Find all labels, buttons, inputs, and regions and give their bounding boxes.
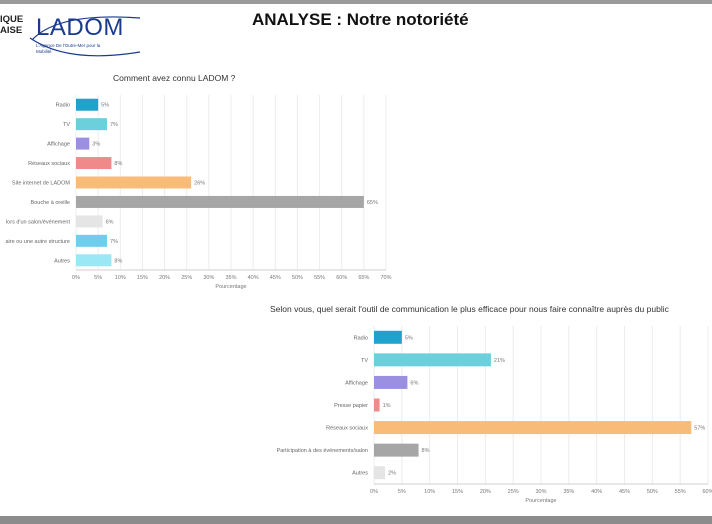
chart1-tick-label: 5% [94,275,102,281]
chart1-tick-label: 25% [181,275,192,281]
chart1-bar [76,137,90,150]
chart1-tick-label: 0% [72,275,80,281]
chart1-category-label: Site internet de LADOM [12,181,71,187]
bottom-frame-bar [0,516,712,524]
chart2-tick-label: 10% [424,489,435,495]
logo-sub-text: L'Agence De l'Outre-Mer pour la Mobilité [36,43,101,54]
chart2-tick-label: 45% [619,489,630,495]
corner-text: IQUE AISE [0,14,23,36]
chart1-category-label: TV [63,122,70,128]
chart1-category-label: Réseaux sociaux [28,161,70,167]
chart2-title: Selon vous, quel serait l'outil de commu… [270,304,669,314]
chart2-tick-label: 0% [370,489,378,495]
chart2-category-label: Réseaux sociaux [326,426,368,432]
chart1-bar [76,195,364,208]
chart1-value-label: 5% [101,103,109,109]
chart1-x-axis-title: Pourcentage [215,284,246,290]
chart2-value-label: 6% [410,380,418,386]
chart2-bar [374,421,692,435]
chart2-bar [374,398,380,412]
chart2-tick-label: 35% [563,489,574,495]
chart1-category-label: aire ou une autre structure [5,239,70,245]
chart1-tick-label: 60% [336,275,347,281]
chart1-title: Comment avez connu LADOM ? [113,73,236,83]
chart2-tick-label: 20% [480,489,491,495]
chart1-value-label: 6% [106,219,114,225]
page-title: ANALYSE : Notre notoriété [252,10,469,29]
chart2-value-label: 21% [494,358,505,364]
chart2-tick-label: 25% [508,489,519,495]
chart1-tick-label: 70% [380,275,391,281]
chart2-tick-label: 60% [702,489,712,495]
chart1-tick-label: 15% [137,275,148,281]
chart1-tick-label: 30% [203,275,214,281]
chart1-value-label: 8% [114,161,122,167]
chart2-category-label: Autres [352,471,368,477]
logo-main-text: LADOM [36,14,124,41]
chart2-value-label: 1% [383,403,391,409]
chart2-value-label: 2% [388,471,396,477]
chart2-category-label: Affichage [345,380,368,386]
chart2-bar [374,443,419,457]
chart1-category-label: Bouche à oreille [31,200,70,206]
chart2-tick-label: 5% [398,489,406,495]
corner-text-line1: IQUE [0,14,24,25]
chart1-bar [76,118,107,131]
chart2-category-label: Radio [354,335,368,341]
chart2-bar [374,353,491,367]
chart1-bar [76,215,103,228]
chart2-tick-label: 30% [535,489,546,495]
chart1-tick-label: 40% [248,275,259,281]
chart1-tick-label: 65% [358,275,369,281]
chart1-bar [76,98,99,111]
chart1-tick-label: 45% [270,275,281,281]
chart1-tick-label: 20% [159,275,170,281]
chart2-tick-label: 40% [591,489,602,495]
chart1-value-label: 7% [110,122,118,128]
chart2-bar [374,466,386,480]
chart2-tick-label: 50% [647,489,658,495]
chart1-category-label: Affichage [47,142,70,148]
chart1-bar [76,234,107,247]
chart1-bar [76,254,112,267]
chart1-value-label: 26% [194,181,205,187]
chart1-category-label: Radio [56,103,70,109]
chart2-category-label: TV [361,358,368,364]
top-frame-bar [0,0,712,4]
chart1-value-label: 7% [110,239,118,245]
chart1-tick-label: 35% [225,275,236,281]
chart2-value-label: 8% [422,448,430,454]
chart1-tick-label: 55% [314,275,325,281]
chart2-tick-label: 15% [452,489,463,495]
chart2-bar [374,375,408,389]
ladom-logo: LADOM L'Agence De l'Outre-Mer pour la Mo… [28,8,148,62]
chart1-value-label: 3% [92,142,100,148]
chart1-category-label: Autres [54,258,70,264]
chart2-tick-label: 55% [675,489,686,495]
chart1-bar [76,176,192,189]
chart1-category-label: lors d'un salon/événement [6,219,71,225]
chart2-category-label: Participation à des événements/salon [277,448,368,454]
chart2-bar [374,330,402,344]
chart2-x-axis-title: Pourcentage [525,498,556,504]
chart2-value-label: 57% [694,426,705,432]
logo-arc-icon [29,16,141,57]
chart1-tick-label: 10% [115,275,126,281]
corner-text-line2: AISE [0,25,23,36]
chart2-value-label: 5% [405,335,413,341]
chart1-bar [76,157,112,170]
chart1-tick-label: 50% [292,275,303,281]
chart2-category-label: Presse papier [334,403,368,409]
chart1-value-label: 65% [367,200,378,206]
chart1-value-label: 8% [114,258,122,264]
